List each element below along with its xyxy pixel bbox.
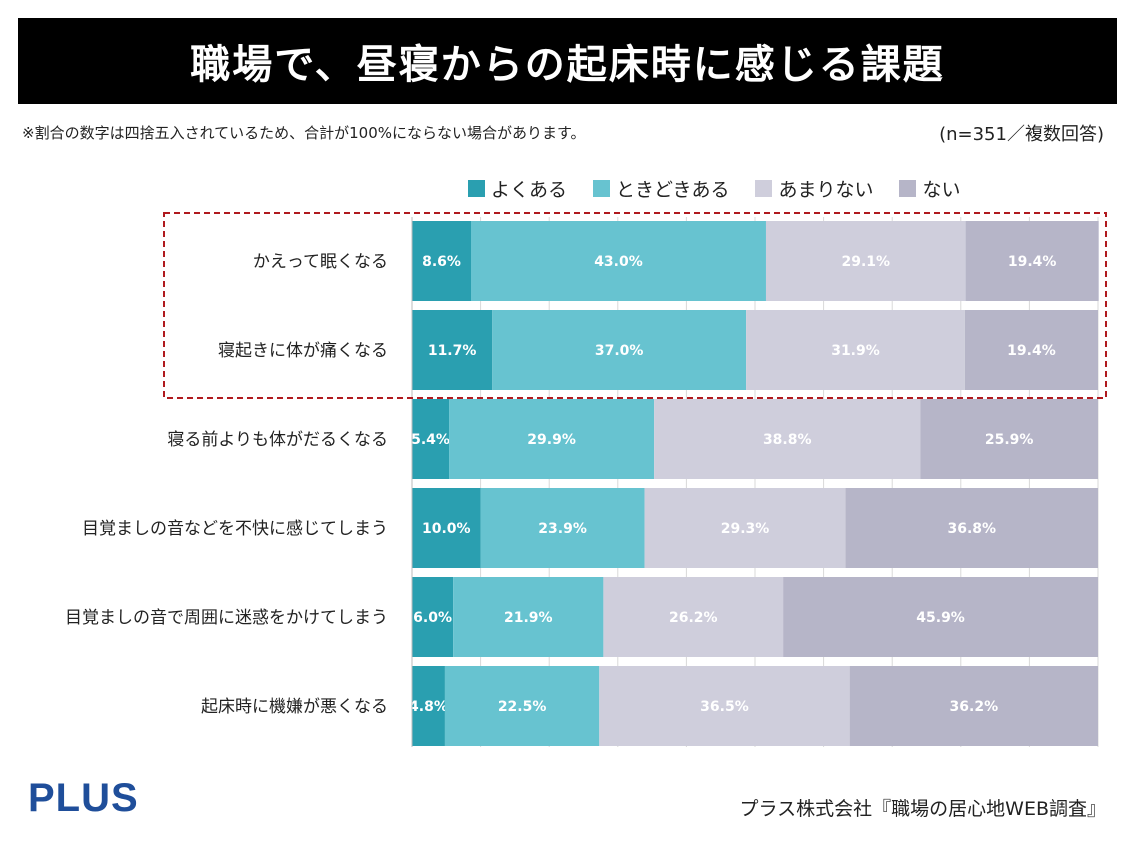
legend-item-never: ない — [899, 175, 960, 202]
bar-segment-never — [783, 577, 1098, 657]
data-label: 29.1% — [841, 254, 890, 270]
legend: よくある ときどきある あまりない ない — [468, 175, 960, 202]
legend-swatch-sometimes — [593, 180, 611, 197]
bar-segment-sometimes — [480, 488, 645, 568]
category-label: 寝る前よりも体がだるくなる — [167, 429, 388, 450]
data-label: 36.5% — [700, 699, 749, 715]
data-label: 38.8% — [763, 432, 812, 448]
bar-segment-sometimes — [492, 310, 747, 390]
category-label: 寝起きに体が痛くなる — [218, 340, 388, 361]
bar-segment-rarely — [654, 399, 921, 479]
bar-segment-never — [964, 310, 1098, 390]
bar-segment-often — [412, 577, 454, 657]
data-label: 21.9% — [504, 610, 553, 626]
data-label: 6.0% — [413, 610, 452, 626]
bar-segment-sometimes — [449, 399, 655, 479]
data-label: 19.4% — [1008, 254, 1057, 270]
source-credit: プラス株式会社『職場の居心地WEB調査』 — [739, 798, 1106, 820]
bar-segment-rarely — [765, 221, 966, 301]
bar-segment-often — [412, 310, 493, 390]
data-label: 19.4% — [1007, 343, 1056, 359]
bar-segment-often — [412, 488, 481, 568]
bar-segment-rarely — [644, 488, 846, 568]
bar-segment-often — [412, 666, 445, 746]
category-label: 目覚ましの音で周囲に迷惑をかけてしまう — [65, 608, 388, 628]
legend-swatch-rarely — [755, 180, 773, 197]
legend-label-never: ない — [922, 179, 961, 201]
legend-swatch-often — [468, 180, 485, 197]
bar-segment-rarely — [599, 666, 850, 746]
bar-segment-sometimes — [444, 666, 600, 746]
bar-segment-rarely — [603, 577, 784, 657]
data-label: 31.9% — [831, 343, 880, 359]
data-label: 22.5% — [498, 699, 547, 715]
data-label: 37.0% — [595, 343, 644, 359]
bar-segment-sometimes — [470, 221, 766, 301]
data-label: 26.2% — [669, 610, 718, 626]
data-label: 36.8% — [947, 521, 996, 537]
data-label: 5.4% — [411, 432, 450, 448]
data-label: 23.9% — [538, 521, 587, 537]
category-label: 目覚ましの音などを不快に感じてしまう — [82, 519, 388, 539]
data-label: 25.9% — [985, 432, 1034, 448]
category-label: 起床時に機嫌が悪くなる — [201, 697, 388, 717]
bar-segment-never — [849, 666, 1098, 746]
legend-label-often: よくある — [491, 179, 568, 201]
bar-segment-often — [412, 221, 471, 301]
legend-swatch-never — [899, 180, 917, 197]
data-label: 11.7% — [428, 343, 477, 359]
data-label: 29.9% — [527, 432, 576, 448]
data-label: 45.9% — [916, 610, 965, 626]
bar-segment-sometimes — [453, 577, 604, 657]
data-label: 36.2% — [950, 699, 999, 715]
bar-segment-rarely — [746, 310, 965, 390]
category-label: かえって眠くなる — [253, 252, 388, 272]
plus-logo: PLUS — [28, 776, 139, 820]
data-label: 8.6% — [422, 254, 461, 270]
legend-item-sometimes: ときどきある — [593, 175, 729, 202]
bar-segment-never — [845, 488, 1098, 568]
sample-size: (n=351／複数回答) — [939, 124, 1104, 145]
legend-item-rarely: あまりない — [755, 175, 873, 202]
chart-title: 職場で、昼寝からの起床時に感じる課題 — [18, 18, 1117, 104]
legend-item-often: よくある — [468, 175, 567, 202]
rounding-note: ※割合の数字は四捨五入されているため、合計が100%にならない場合があります。 — [22, 124, 586, 142]
bar-segment-never — [920, 399, 1098, 479]
bar-segment-never — [965, 221, 1099, 301]
data-label: 4.8% — [409, 699, 448, 715]
legend-label-sometimes: ときどきある — [616, 179, 730, 201]
highlight-box — [163, 212, 1107, 399]
data-label: 29.3% — [721, 521, 770, 537]
legend-label-rarely: あまりない — [778, 179, 874, 201]
bar-segment-often — [412, 399, 450, 479]
data-label: 43.0% — [594, 254, 643, 270]
data-label: 10.0% — [422, 521, 471, 537]
